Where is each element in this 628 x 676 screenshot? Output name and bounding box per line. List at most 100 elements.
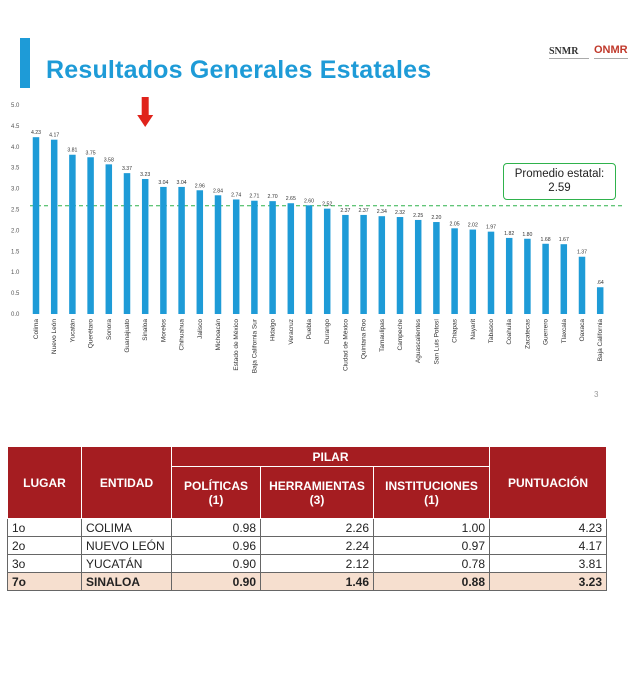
bar-value-label: 2.34 xyxy=(377,209,387,215)
bar-value-label: 3.04 xyxy=(158,180,168,186)
bar xyxy=(50,139,58,314)
category-label: Yucatán xyxy=(69,319,76,343)
cell-herramientas: 1.46 xyxy=(260,572,374,591)
bar-value-label: 2.02 xyxy=(468,223,478,229)
y-tick-label: 1.5 xyxy=(11,249,20,255)
category-label: Estado de México xyxy=(233,319,240,371)
y-tick-label: 0.0 xyxy=(11,312,20,318)
bar xyxy=(560,244,568,314)
cell-entidad: COLIMA xyxy=(81,518,172,537)
category-label: Chiapas xyxy=(452,318,459,343)
cell-herramientas: 2.12 xyxy=(260,554,374,573)
category-label: Guerrero xyxy=(543,319,550,345)
bar-value-label: 1.97 xyxy=(486,225,496,231)
category-label: Chihuahua xyxy=(179,319,186,351)
cell-herramientas: 2.26 xyxy=(260,518,374,537)
category-label: Nayarit xyxy=(470,319,477,340)
bar-value-label: 3.75 xyxy=(86,150,96,156)
bar xyxy=(214,195,222,314)
cell-puntuacion: 3.23 xyxy=(489,572,607,591)
bar xyxy=(160,186,167,314)
bar xyxy=(123,173,131,314)
header-pilar: PILAR xyxy=(171,446,490,467)
category-label: Morelos xyxy=(160,318,167,342)
bar xyxy=(251,200,258,314)
bar-value-label: 2.52 xyxy=(322,202,332,208)
y-tick-label: 4.5 xyxy=(11,124,20,130)
bar-value-label: 2.32 xyxy=(395,210,405,216)
category-label: Quintana Roo xyxy=(361,319,368,359)
bar-value-label: .64 xyxy=(597,280,604,286)
cell-politicas: 0.98 xyxy=(171,518,261,537)
bar-value-label: 3.04 xyxy=(177,180,187,186)
bar xyxy=(178,186,185,314)
category-label: Michoacán xyxy=(215,319,222,351)
category-label: Sinaloa xyxy=(142,319,149,341)
y-tick-label: 1.0 xyxy=(11,270,20,276)
bar xyxy=(505,237,513,314)
cell-instituciones: 0.97 xyxy=(373,536,490,555)
cell-herramientas: 2.24 xyxy=(260,536,374,555)
arrow-shaft xyxy=(141,97,149,117)
category-label: Hidalgo xyxy=(270,319,277,341)
cell-puntuacion: 3.81 xyxy=(489,554,607,573)
down-arrow-icon xyxy=(137,115,154,127)
bar-value-label: 2.96 xyxy=(195,183,205,189)
bar-value-label: 2.71 xyxy=(249,194,259,200)
cell-instituciones: 0.78 xyxy=(373,554,490,573)
bar xyxy=(342,214,349,314)
bar xyxy=(451,228,458,314)
cell-lugar: 2o xyxy=(7,536,82,555)
cell-puntuacion: 4.23 xyxy=(489,518,607,537)
category-label: Coahuila xyxy=(506,319,513,345)
slide-title: Resultados Generales Estatales xyxy=(46,56,432,84)
bar-value-label: 4.17 xyxy=(49,133,59,139)
bar xyxy=(232,199,240,314)
category-label: Oaxaca xyxy=(579,319,586,342)
onmr-logo: ONMR xyxy=(594,44,628,59)
bar xyxy=(269,201,276,314)
header-instituciones: INSTITUCIONES (1) xyxy=(373,466,490,519)
bar-value-label: 1.37 xyxy=(577,250,587,256)
cell-puntuacion: 4.17 xyxy=(489,536,607,555)
y-tick-label: 4.0 xyxy=(11,145,20,151)
y-tick-label: 3.0 xyxy=(11,187,20,193)
cell-instituciones: 0.88 xyxy=(373,572,490,591)
category-label: San Luis Potosí xyxy=(433,319,440,365)
bar-value-label: 2.74 xyxy=(231,192,241,198)
bar xyxy=(596,287,604,314)
bar-value-label: 2.37 xyxy=(359,208,369,214)
bar-value-label: 3.37 xyxy=(122,166,132,172)
bar xyxy=(433,222,440,314)
category-label: Sonora xyxy=(106,319,113,340)
results-table: LUGAR ENTIDAD PILAR PUNTUACIÓN POLÍTICAS… xyxy=(7,446,607,591)
category-label: Ciudad de México xyxy=(342,319,349,371)
bar-value-label: 2.20 xyxy=(431,215,441,221)
bar xyxy=(578,256,586,314)
y-tick-label: 2.5 xyxy=(11,208,20,214)
bar-value-label: 1.80 xyxy=(522,232,532,238)
bar xyxy=(469,229,477,314)
bar-value-label: 1.67 xyxy=(559,237,569,243)
table-row: 2o NUEVO LEÓN 0.96 2.24 0.97 4.17 xyxy=(7,536,607,555)
category-label: Baja California Sur xyxy=(251,318,258,373)
bar-value-label: 2.60 xyxy=(304,198,314,204)
bar-value-label: 3.58 xyxy=(104,157,114,163)
bar xyxy=(69,154,76,314)
bar xyxy=(323,208,331,314)
snmr-logo: SNMR xyxy=(549,46,589,59)
average-value: 2.59 xyxy=(548,182,571,194)
bar xyxy=(542,243,549,314)
category-label: Guanajuato xyxy=(124,319,131,353)
bar-value-label: 2.37 xyxy=(340,208,350,214)
header-puntuacion: PUNTUACIÓN xyxy=(489,446,607,519)
bar xyxy=(524,238,531,314)
category-label: Aguascalientes xyxy=(415,318,422,363)
category-label: Colima xyxy=(33,319,40,340)
slide-panel: Resultados Generales Estatales SNMR ONMR… xyxy=(11,38,628,399)
bar xyxy=(32,137,40,314)
category-label: Veracruz xyxy=(288,319,295,345)
y-tick-label: 5.0 xyxy=(11,103,20,109)
bar xyxy=(105,164,113,314)
category-label: Nuevo León xyxy=(51,319,58,354)
